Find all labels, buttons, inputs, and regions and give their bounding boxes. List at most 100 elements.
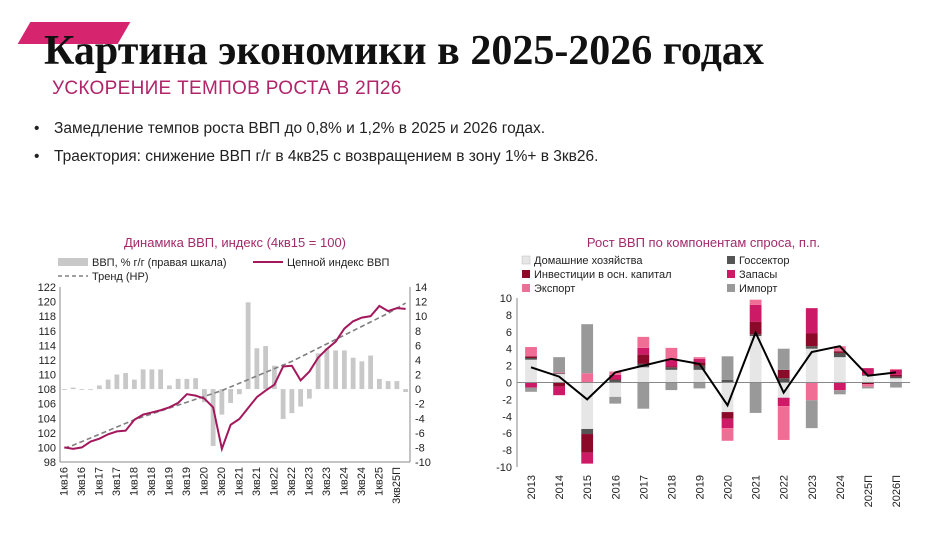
slide-title: Картина экономики в 2025-2026 годах xyxy=(44,28,764,74)
left-y-tick-label: 116 xyxy=(38,326,56,338)
stacked-bar-segment xyxy=(637,367,650,383)
slide-subtitle: УСКОРЕНИЕ ТЕМПОВ РОСТА В 2П26 xyxy=(52,78,402,99)
stacked-bar-segment xyxy=(581,452,594,464)
x-tick-label: 2018 xyxy=(666,475,678,499)
x-tick-label: 2022 xyxy=(779,475,791,499)
gdp-yoy-bar xyxy=(149,369,155,390)
x-tick-label: 1кв23 xyxy=(303,467,315,496)
stacked-bar-segment xyxy=(553,382,566,387)
legend-swatch xyxy=(727,284,735,292)
gdp-yoy-bar xyxy=(96,385,102,390)
right-y-tick-label: -4 xyxy=(415,413,425,425)
x-tick-label: 2023 xyxy=(807,475,819,499)
legend-swatch xyxy=(522,270,530,278)
gdp-yoy-bar xyxy=(341,350,347,390)
y-tick-label: 0 xyxy=(506,378,512,390)
stacked-bar-segment xyxy=(665,366,678,368)
stacked-bar-segment xyxy=(553,357,566,373)
stacked-bar-segment xyxy=(721,428,734,441)
stacked-bar-segment xyxy=(777,397,790,407)
stacked-bar-segment xyxy=(581,324,594,374)
stacked-bar-segment xyxy=(721,379,734,383)
left-y-tick-label: 122 xyxy=(38,282,56,294)
stacked-bar-segment xyxy=(637,354,650,364)
stacked-bar-segment xyxy=(777,406,790,440)
stacked-bar-segment xyxy=(777,382,790,398)
stacked-bar-segment xyxy=(833,351,846,353)
stacked-bar-segment xyxy=(861,386,874,389)
stacked-bar-segment xyxy=(637,382,650,409)
stacked-bar-segment xyxy=(693,358,706,363)
gdp-yoy-bar xyxy=(263,346,269,390)
gdp-yoy-bar xyxy=(333,350,339,390)
stacked-bar-segment xyxy=(749,304,762,322)
right-y-tick-label: 12 xyxy=(415,297,427,309)
x-tick-label: 3кв21 xyxy=(251,467,263,496)
gdp-yoy-bar xyxy=(236,389,242,395)
gdp-components-chart: Рост ВВП по компонентам спроса, п.п. Дома… xyxy=(480,230,930,530)
y-tick-label: 2 xyxy=(506,361,512,373)
stacked-bar-segment xyxy=(890,368,902,370)
legend-label: Экспорт xyxy=(534,283,575,295)
stacked-bar-segment xyxy=(833,346,846,352)
stacked-bar-segment xyxy=(833,357,846,383)
legend-label-trend: Тренд (НР) xyxy=(92,271,149,283)
legend-swatch xyxy=(727,270,735,278)
stacked-bar-segment xyxy=(833,390,846,395)
left-y-tick-label: 108 xyxy=(38,384,56,396)
y-tick-label: -10 xyxy=(496,462,512,474)
stacked-bar-segment xyxy=(525,387,537,392)
gdp-yoy-bar xyxy=(79,389,85,390)
stacked-bar-segment xyxy=(665,359,678,367)
right-y-tick-label: -6 xyxy=(415,428,425,440)
gdp-yoy-bar xyxy=(219,389,225,415)
x-tick-label: 3кв18 xyxy=(146,467,158,496)
stacked-bar-segment xyxy=(861,375,874,383)
stacked-bar-segment xyxy=(805,346,818,349)
gdp-yoy-bar xyxy=(298,389,304,407)
stacked-bar-segment xyxy=(553,373,566,375)
left-y-tick-label: 110 xyxy=(38,370,56,382)
x-tick-label: 3кв23 xyxy=(321,467,333,496)
gdp-yoy-bar xyxy=(193,378,199,390)
stacked-bar-segment xyxy=(749,321,762,335)
gdp-yoy-bar xyxy=(368,355,374,390)
stacked-bar-segment xyxy=(609,374,622,380)
legend-label: Инвестиции в осн. капитал xyxy=(534,269,672,281)
chain-index-line xyxy=(64,304,406,453)
stacked-bar-segment xyxy=(525,347,537,357)
stacked-bar-segment xyxy=(693,369,706,383)
stacked-bar-segment xyxy=(581,434,594,453)
left-y-tick-label: 98 xyxy=(44,457,56,469)
x-tick-label: 2017 xyxy=(638,475,650,499)
x-tick-label: 2019 xyxy=(694,475,706,499)
x-tick-label: 3кв20 xyxy=(216,467,228,496)
bullet-item: Замедление темпов роста ВВП до 0,8% и 1,… xyxy=(34,118,598,146)
y-tick-label: 4 xyxy=(506,344,512,356)
stacked-bar-segment xyxy=(693,382,706,389)
gdp-yoy-bar xyxy=(105,379,111,390)
stacked-bar-segment xyxy=(665,369,678,383)
stacked-bar-segment xyxy=(861,384,874,387)
legend-label: Госсектор xyxy=(739,255,790,267)
y-tick-label: -4 xyxy=(502,411,512,423)
gdp-yoy-bar xyxy=(61,389,67,390)
legend-label-bars: ВВП, % г/г (правая шкала) xyxy=(92,257,227,269)
stacked-bar-segment xyxy=(890,382,902,388)
y-tick-label: 8 xyxy=(506,310,512,322)
stacked-bar-segment xyxy=(833,382,846,391)
stacked-bar-segment xyxy=(553,386,566,396)
gdp-yoy-bar xyxy=(131,379,137,390)
x-tick-label: 2016 xyxy=(610,475,622,499)
x-tick-label: 1кв21 xyxy=(233,467,245,496)
stacked-bar-segment xyxy=(525,382,537,388)
left-y-tick-label: 114 xyxy=(38,340,56,352)
x-tick-label: 2015 xyxy=(582,475,594,499)
x-tick-label: 3кв19 xyxy=(181,467,193,496)
legend-label: Запасы xyxy=(739,269,777,281)
gdp-yoy-bar xyxy=(359,361,365,390)
legend-label-line: Цепной индекс ВВП xyxy=(287,257,390,269)
gdp-yoy-bar xyxy=(245,302,251,390)
x-tick-label: 3кв22 xyxy=(286,467,298,496)
stacked-bar-segment xyxy=(749,382,762,413)
